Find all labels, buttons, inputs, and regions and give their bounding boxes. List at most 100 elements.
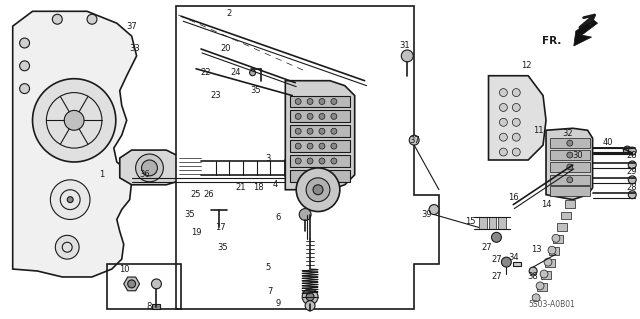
Circle shape xyxy=(331,99,337,105)
Circle shape xyxy=(492,232,501,242)
Bar xyxy=(550,186,589,196)
Text: 20: 20 xyxy=(221,44,231,54)
Text: 14: 14 xyxy=(541,200,551,209)
Bar xyxy=(513,262,521,266)
Circle shape xyxy=(295,99,301,105)
Polygon shape xyxy=(176,6,439,309)
Text: 23: 23 xyxy=(211,91,221,100)
Polygon shape xyxy=(546,128,593,200)
Circle shape xyxy=(295,143,301,149)
Circle shape xyxy=(499,148,508,156)
Bar xyxy=(545,259,555,267)
Circle shape xyxy=(64,110,84,130)
Text: 16: 16 xyxy=(508,193,518,202)
Circle shape xyxy=(319,158,325,164)
Text: 12: 12 xyxy=(521,61,531,70)
Circle shape xyxy=(628,161,636,169)
Circle shape xyxy=(331,143,337,149)
Circle shape xyxy=(128,280,136,288)
Circle shape xyxy=(540,270,548,278)
Text: 28: 28 xyxy=(626,151,637,160)
Text: 9: 9 xyxy=(276,299,281,308)
Circle shape xyxy=(319,128,325,134)
Circle shape xyxy=(319,143,325,149)
Circle shape xyxy=(306,293,314,301)
Circle shape xyxy=(536,282,544,290)
Bar xyxy=(550,162,589,172)
Bar xyxy=(291,155,349,167)
Text: 15: 15 xyxy=(465,217,476,226)
Circle shape xyxy=(250,70,255,76)
Circle shape xyxy=(331,114,337,119)
Text: 6: 6 xyxy=(276,213,281,222)
Text: 35: 35 xyxy=(218,243,228,252)
Text: 11: 11 xyxy=(533,126,543,135)
Text: 26: 26 xyxy=(204,190,214,199)
Circle shape xyxy=(628,176,636,184)
Text: 25: 25 xyxy=(191,190,202,199)
Circle shape xyxy=(20,61,29,71)
Text: 33: 33 xyxy=(129,44,140,54)
Circle shape xyxy=(409,135,419,145)
Circle shape xyxy=(307,99,313,105)
Circle shape xyxy=(331,158,337,164)
Circle shape xyxy=(306,178,330,202)
Circle shape xyxy=(152,279,161,289)
Circle shape xyxy=(20,84,29,93)
Bar xyxy=(499,218,506,229)
Circle shape xyxy=(512,103,520,111)
Text: 30: 30 xyxy=(572,151,583,160)
Text: 34: 34 xyxy=(508,253,518,262)
Circle shape xyxy=(512,89,520,97)
Text: FR.: FR. xyxy=(541,36,561,46)
Polygon shape xyxy=(13,11,136,277)
Bar xyxy=(557,223,567,231)
Bar xyxy=(550,138,589,148)
Circle shape xyxy=(512,148,520,156)
Circle shape xyxy=(552,234,560,242)
Text: 35: 35 xyxy=(250,86,261,95)
Text: 1: 1 xyxy=(99,170,104,179)
Circle shape xyxy=(295,158,301,164)
Text: 5S03-A0B01: 5S03-A0B01 xyxy=(528,300,575,309)
Bar xyxy=(488,218,497,229)
Circle shape xyxy=(295,114,301,119)
Circle shape xyxy=(429,204,439,214)
Bar xyxy=(291,96,349,108)
Circle shape xyxy=(499,89,508,97)
Circle shape xyxy=(499,133,508,141)
Polygon shape xyxy=(179,155,201,182)
Polygon shape xyxy=(120,150,179,185)
Circle shape xyxy=(207,188,221,202)
Circle shape xyxy=(295,128,301,134)
Circle shape xyxy=(512,118,520,126)
Circle shape xyxy=(307,158,313,164)
Text: 24: 24 xyxy=(230,68,241,77)
Bar xyxy=(291,170,349,182)
Circle shape xyxy=(55,235,79,259)
Text: 27: 27 xyxy=(481,243,492,252)
Polygon shape xyxy=(285,81,355,190)
Text: 32: 32 xyxy=(563,129,573,138)
Bar xyxy=(561,211,571,219)
Bar xyxy=(550,150,589,160)
Circle shape xyxy=(544,258,552,266)
Text: 31: 31 xyxy=(399,41,410,50)
Text: 10: 10 xyxy=(120,264,130,273)
Text: 40: 40 xyxy=(602,138,612,147)
Circle shape xyxy=(141,160,157,176)
Text: 37: 37 xyxy=(409,136,420,145)
Polygon shape xyxy=(124,277,140,291)
Circle shape xyxy=(331,128,337,134)
Text: 4: 4 xyxy=(273,180,278,189)
Bar xyxy=(479,218,486,229)
Text: 2: 2 xyxy=(226,9,232,18)
Circle shape xyxy=(196,225,206,234)
Text: 3: 3 xyxy=(266,153,271,162)
Circle shape xyxy=(567,152,573,158)
Bar xyxy=(537,283,547,291)
Bar xyxy=(152,304,161,309)
Circle shape xyxy=(33,79,116,162)
Text: 5: 5 xyxy=(266,263,271,271)
Circle shape xyxy=(307,114,313,119)
